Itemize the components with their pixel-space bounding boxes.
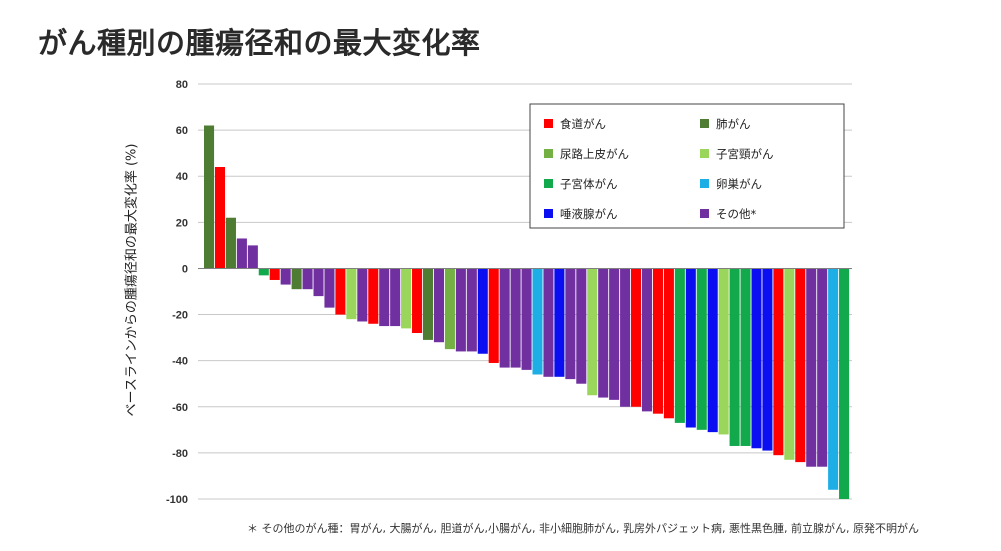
bar [795, 268, 806, 463]
page-title: がん種別の腫瘍径和の最大変化率 [38, 26, 481, 60]
bar [839, 268, 850, 499]
y-tick-label: 40 [176, 171, 188, 183]
bar [773, 268, 784, 456]
bar [707, 268, 718, 433]
bar [631, 268, 642, 407]
bar [817, 268, 828, 467]
y-tick-label: 20 [176, 217, 188, 229]
bar [740, 268, 751, 446]
bar [609, 268, 620, 400]
bar [412, 268, 423, 333]
y-tick-labels: 80 60 40 20 0 -20 -40 -60 -80 -100 [166, 79, 188, 506]
bar [620, 268, 631, 407]
bar [828, 268, 839, 490]
y-tick-label: -40 [172, 356, 188, 368]
bar [751, 268, 762, 449]
legend-label: その他* [716, 207, 756, 221]
bar [335, 268, 346, 315]
legend-label: 子宮体がん [560, 177, 618, 191]
bar [455, 268, 466, 352]
bar [762, 268, 773, 451]
y-tick-label: 60 [176, 125, 188, 137]
legend-label: 唾液腺がん [560, 207, 618, 221]
bar [477, 268, 488, 354]
bar [379, 268, 390, 327]
footnote: ＊ その他のがん種：胃がん, 大腸がん, 胆道がん,小腸がん, 非小細胞肺がん,… [247, 522, 919, 535]
legend-label: 尿路上皮がん [560, 147, 629, 161]
legend-swatch [700, 209, 709, 218]
legend-swatch [544, 179, 553, 188]
bar [214, 167, 226, 269]
bar [466, 268, 477, 352]
bar [346, 268, 357, 320]
bar [236, 238, 247, 269]
bar [247, 245, 258, 269]
legend-swatch [700, 119, 709, 128]
bar [641, 268, 653, 412]
bar [532, 268, 543, 375]
bar [258, 268, 269, 276]
bar [565, 268, 576, 380]
legend-swatch [544, 119, 553, 128]
bar [357, 268, 368, 322]
bar [422, 268, 434, 340]
bars [204, 125, 850, 499]
legend-swatch [700, 179, 709, 188]
bar [302, 268, 313, 290]
y-tick-label: -80 [172, 448, 188, 460]
bar [696, 268, 707, 430]
legend-label: 子宮頸がん [716, 147, 774, 161]
bar [291, 268, 302, 290]
legend-swatch [544, 209, 553, 218]
bar [488, 268, 499, 363]
legend-label: 食道がん [560, 117, 606, 131]
bar [652, 268, 663, 414]
bar [444, 268, 455, 350]
bar [663, 268, 674, 419]
y-tick-label: -100 [166, 494, 188, 506]
bar [674, 268, 685, 423]
bar [598, 268, 609, 398]
legend-label: 卵巣がん [716, 177, 762, 191]
bar [499, 268, 510, 368]
bar [368, 268, 379, 324]
bar [269, 268, 280, 280]
bar [204, 125, 215, 269]
bar [576, 268, 587, 384]
bar [401, 268, 412, 329]
legend-label: 肺がん [716, 117, 751, 131]
bar [784, 268, 795, 460]
y-tick-label: 0 [182, 263, 188, 275]
bar [433, 268, 444, 343]
bar [390, 268, 401, 327]
bar [806, 268, 817, 467]
y-tick-label: -20 [172, 310, 188, 322]
bar [521, 268, 532, 370]
y-tick-label: -60 [172, 402, 188, 414]
legend-swatch [700, 149, 709, 158]
bar [225, 217, 236, 269]
bar [729, 268, 740, 446]
legend-swatch [544, 149, 553, 158]
bar [685, 268, 696, 428]
bar [554, 268, 565, 377]
bar [587, 268, 598, 396]
bar [718, 268, 729, 435]
bar [543, 268, 554, 377]
y-tick-label: 80 [176, 79, 188, 91]
bar [280, 268, 291, 285]
legend-box [529, 103, 845, 229]
bar [510, 268, 521, 368]
bar [324, 268, 335, 308]
bar [313, 268, 324, 297]
